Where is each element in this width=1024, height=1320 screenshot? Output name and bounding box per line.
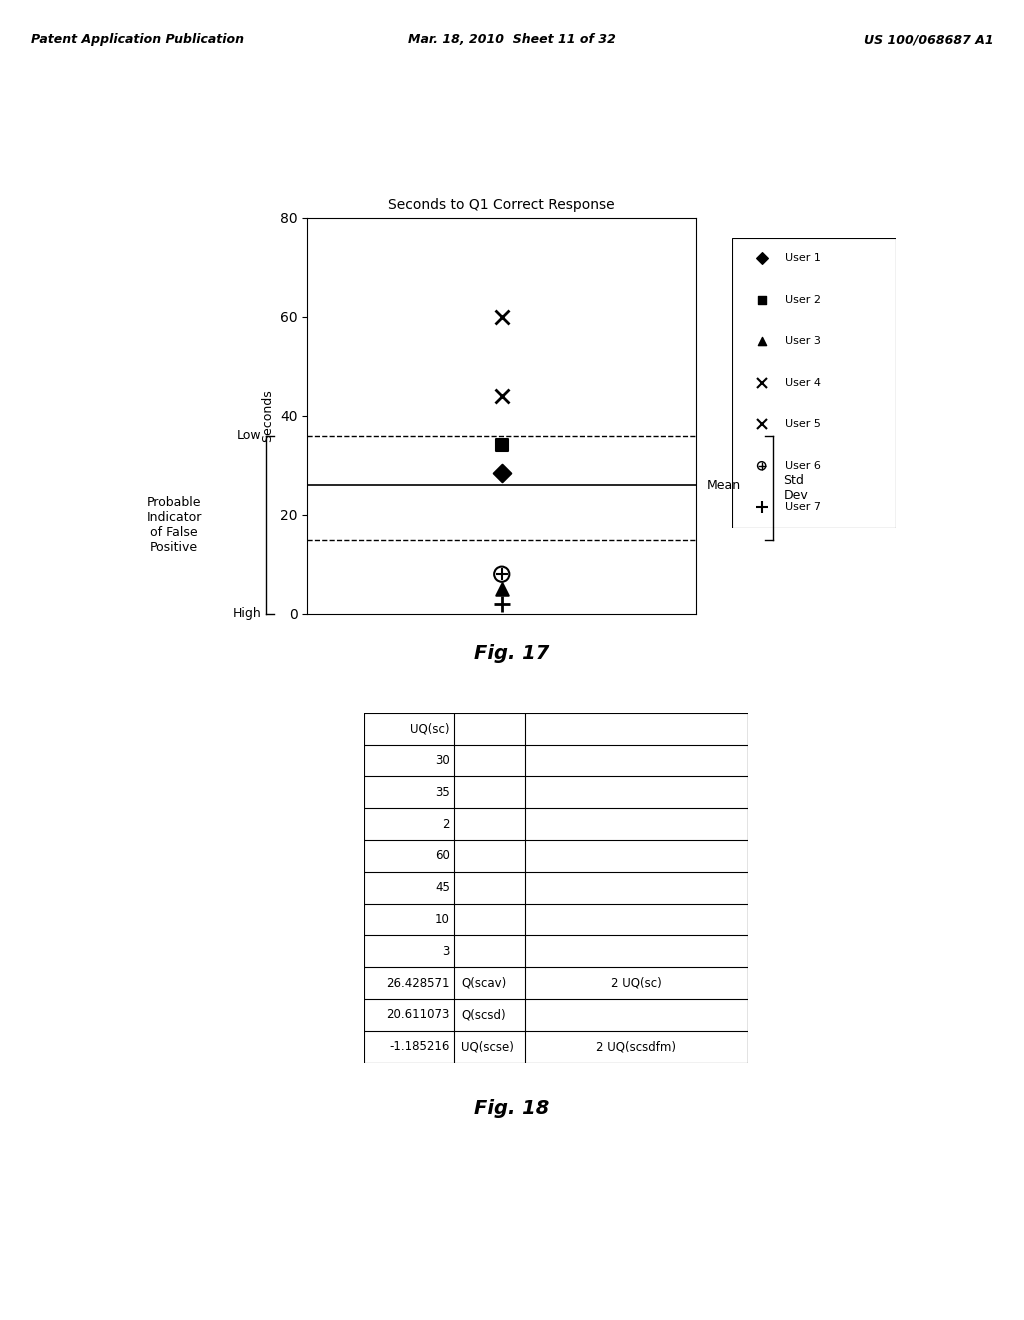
- Text: User 4: User 4: [784, 378, 820, 388]
- Text: US 100/068687 A1: US 100/068687 A1: [863, 33, 993, 46]
- Text: 35: 35: [435, 785, 450, 799]
- Text: 10: 10: [435, 913, 450, 927]
- Text: Low: Low: [237, 429, 261, 442]
- Text: UQ(scse): UQ(scse): [462, 1040, 514, 1053]
- Text: 2 UQ(sc): 2 UQ(sc): [610, 977, 662, 990]
- Text: User 1: User 1: [784, 253, 820, 264]
- Text: 2: 2: [442, 817, 450, 830]
- Text: User 6: User 6: [784, 461, 820, 471]
- Point: [494, 436, 510, 457]
- Text: Probable
Indicator
of False
Positive: Probable Indicator of False Positive: [146, 496, 202, 553]
- Text: 30: 30: [435, 754, 450, 767]
- Title: Seconds to Q1 Correct Response: Seconds to Q1 Correct Response: [388, 198, 615, 213]
- Text: 3: 3: [442, 945, 450, 958]
- Text: Std
Dev: Std Dev: [783, 474, 808, 502]
- Point: [754, 331, 770, 352]
- Text: 60: 60: [435, 849, 450, 862]
- Text: Patent Application Publication: Patent Application Publication: [31, 33, 244, 46]
- Point: [494, 578, 510, 599]
- Point: [754, 455, 770, 477]
- Text: Mar. 18, 2010  Sheet 11 of 32: Mar. 18, 2010 Sheet 11 of 32: [408, 33, 616, 46]
- Text: User 7: User 7: [784, 502, 820, 512]
- Text: Fig. 17: Fig. 17: [474, 644, 550, 663]
- Text: 26.428571: 26.428571: [386, 977, 450, 990]
- Text: High: High: [232, 607, 261, 620]
- Text: Fig. 18: Fig. 18: [474, 1100, 550, 1118]
- Text: User 3: User 3: [784, 337, 820, 346]
- Point: [494, 462, 510, 483]
- Point: [754, 289, 770, 310]
- Point: [494, 564, 510, 585]
- Text: 45: 45: [435, 882, 450, 894]
- Text: Q(scsd): Q(scsd): [462, 1008, 506, 1022]
- Text: -1.185216: -1.185216: [389, 1040, 450, 1053]
- Text: 2 UQ(scsdfm): 2 UQ(scsdfm): [596, 1040, 676, 1053]
- Text: 20.611073: 20.611073: [386, 1008, 450, 1022]
- Y-axis label: Seconds: Seconds: [261, 389, 274, 442]
- Point: [754, 248, 770, 269]
- Text: Mean: Mean: [707, 479, 740, 491]
- Text: User 5: User 5: [784, 420, 820, 429]
- Text: Q(scav): Q(scav): [462, 977, 507, 990]
- Text: User 2: User 2: [784, 294, 820, 305]
- Text: UQ(sc): UQ(sc): [411, 722, 450, 735]
